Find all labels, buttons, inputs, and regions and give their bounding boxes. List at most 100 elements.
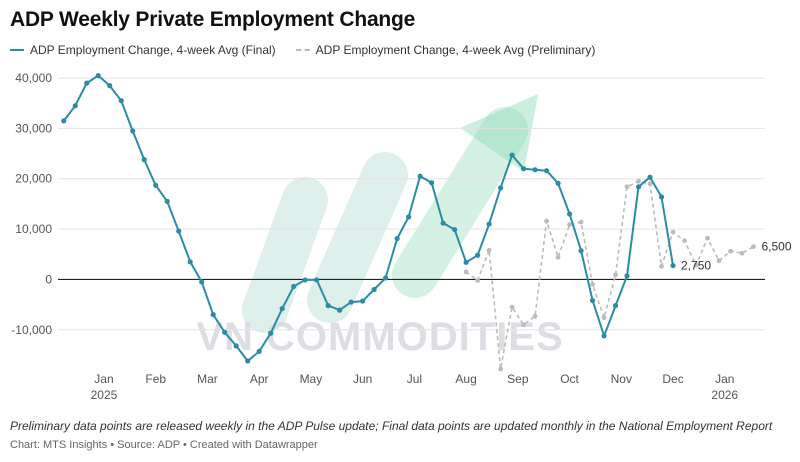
- y-tick-label: 20,000: [15, 172, 52, 186]
- watermark-text: VN COMMODITIES: [196, 315, 563, 359]
- data-point-final: [601, 333, 607, 339]
- x-axis: Jan 2025 Feb Mar Apr May Jun Jul Aug Sep Oct Nov Dec…: [91, 372, 739, 402]
- legend-swatch-final: [10, 49, 24, 51]
- data-point-final: [256, 348, 262, 355]
- data-point-preliminary: [647, 181, 653, 187]
- data-point-preliminary: [624, 184, 630, 190]
- data-point-final: [394, 236, 400, 242]
- watermark-arrow-head: [460, 94, 538, 172]
- data-point-final: [141, 157, 147, 163]
- data-point-final: [658, 194, 665, 200]
- data-point-preliminary: [601, 315, 607, 321]
- legend-label-final: ADP Employment Change, 4-week Avg (Final…: [30, 43, 276, 57]
- data-point-final: [566, 211, 573, 217]
- data-point-final: [107, 83, 113, 89]
- data-point-preliminary: [716, 258, 722, 264]
- data-point-preliminary: [739, 250, 745, 256]
- x-tick-label: Dec: [662, 372, 683, 386]
- data-point-final: [475, 252, 481, 258]
- data-point-preliminary: [532, 313, 538, 319]
- data-point-final: [509, 152, 515, 158]
- data-point-final: [84, 80, 90, 86]
- data-point-final: [348, 299, 354, 305]
- data-point-preliminary: [613, 272, 618, 278]
- end-value-label: 2,750: [681, 259, 711, 273]
- data-point-final: [406, 214, 412, 220]
- data-point-preliminary: [659, 263, 664, 269]
- data-point-preliminary: [693, 262, 699, 268]
- chart-note: Preliminary data points are released wee…: [10, 419, 773, 433]
- data-point-final: [670, 262, 676, 269]
- x-tick-label: May: [300, 372, 323, 386]
- watermark-bar-1: [242, 177, 328, 333]
- legend-item-preliminary: ADP Employment Change, 4-week Avg (Preli…: [295, 43, 596, 57]
- watermark-bar-2: [307, 152, 408, 323]
- y-tick-label: 0: [45, 272, 52, 286]
- data-point-final: [245, 358, 251, 364]
- data-point-final: [222, 329, 228, 335]
- x-tick-label: Aug: [455, 372, 476, 386]
- y-axis: 40,000 30,000 20,000 10,000 0 -10,000: [11, 71, 52, 337]
- data-point-preliminary: [670, 229, 676, 235]
- data-labels: 2,750 6,500: [681, 240, 792, 273]
- data-point-preliminary: [486, 247, 492, 253]
- x-tick-label: Jan: [94, 372, 113, 386]
- series-line-preliminary: [465, 180, 754, 370]
- data-point-final: [463, 259, 469, 265]
- x-tick-year-label: 2026: [711, 388, 738, 402]
- data-point-preliminary: [498, 366, 503, 372]
- data-point-final: [371, 286, 377, 293]
- data-point-preliminary: [751, 244, 756, 250]
- x-tick-label: Apr: [250, 372, 269, 386]
- data-point-final: [118, 98, 124, 104]
- data-point-final: [279, 306, 285, 312]
- data-point-final: [635, 184, 642, 190]
- legend-label-preliminary: ADP Employment Change, 4-week Avg (Preli…: [315, 43, 596, 57]
- data-point-preliminary: [544, 218, 549, 224]
- x-tick-label: Jan: [715, 372, 734, 386]
- chart-source: Chart: MTS Insights • Source: ADP • Crea…: [10, 439, 318, 451]
- x-tick-label: Feb: [145, 372, 166, 386]
- data-point-preliminary: [578, 219, 584, 225]
- data-point-preliminary: [682, 238, 687, 244]
- data-point-preliminary: [590, 282, 595, 287]
- data-point-final: [268, 330, 274, 336]
- data-point-final: [429, 180, 435, 186]
- end-value-label: 6,500: [762, 240, 792, 254]
- data-point-preliminary: [705, 235, 710, 241]
- data-point-final: [314, 277, 320, 283]
- data-point-final: [578, 248, 584, 254]
- data-point-final: [130, 128, 136, 134]
- data-point-final: [291, 283, 297, 290]
- data-point-final: [417, 173, 423, 179]
- data-point-final: [624, 273, 630, 279]
- data-point-final: [360, 298, 366, 304]
- data-point-final: [532, 167, 538, 173]
- y-tick-label: 40,000: [15, 71, 52, 85]
- data-point-preliminary: [463, 269, 469, 275]
- data-point-final: [486, 221, 492, 227]
- x-tick-label: Jul: [407, 372, 422, 386]
- data-point-final: [555, 180, 561, 186]
- data-point-final: [61, 118, 67, 124]
- data-point-final: [440, 220, 446, 226]
- legend-item-final: ADP Employment Change, 4-week Avg (Final…: [10, 43, 276, 57]
- data-point-final: [187, 259, 193, 265]
- legend-swatch-preliminary: [295, 49, 310, 51]
- data-point-preliminary: [636, 178, 641, 184]
- series: [61, 72, 756, 372]
- chart-title: ADP Weekly Private Employment Change: [10, 8, 416, 31]
- data-point-final: [199, 279, 205, 285]
- data-point-final: [452, 226, 458, 233]
- data-point-final: [337, 307, 343, 313]
- x-tick-label: Mar: [197, 372, 218, 386]
- data-point-final: [543, 168, 550, 174]
- y-tick-label: 30,000: [15, 121, 52, 135]
- data-point-preliminary: [521, 322, 526, 328]
- data-point-final: [72, 103, 78, 109]
- data-point-final: [176, 228, 182, 234]
- x-tick-year-label: 2025: [91, 388, 118, 402]
- data-point-final: [589, 297, 596, 304]
- data-point-preliminary: [475, 278, 481, 283]
- data-point-preliminary: [728, 248, 733, 254]
